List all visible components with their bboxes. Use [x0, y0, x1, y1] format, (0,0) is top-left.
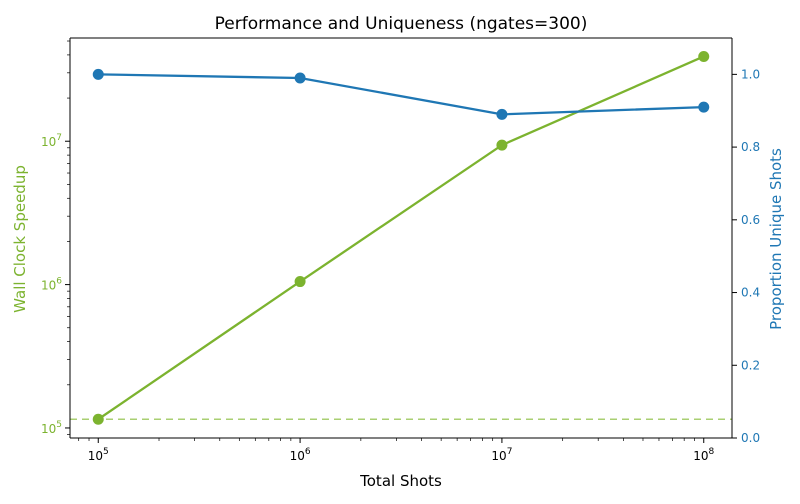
- series-1-point-1: [92, 413, 104, 425]
- y-left-tick-label: 107: [41, 133, 62, 149]
- y-left-axis-label: Wall Clock Speedup: [11, 165, 29, 313]
- series-1-point-4: [698, 50, 710, 62]
- x-tick-label: 106: [290, 447, 311, 463]
- plot-frame: [69, 37, 733, 439]
- y-right-tick-label: 0.6: [741, 213, 760, 227]
- series-2-point-2: [294, 72, 306, 84]
- series-2-point-4: [698, 101, 710, 113]
- series-1-point-3: [496, 139, 508, 151]
- y-right-tick-label: 0.0: [741, 431, 760, 445]
- series-group: [92, 50, 710, 425]
- y-left-tick-label: 105: [41, 420, 62, 436]
- x-tick-label: 108: [693, 447, 714, 463]
- chart-title: Performance and Uniqueness (ngates=300): [215, 14, 588, 34]
- y-right-tick-label: 0.8: [741, 140, 760, 154]
- y-left-tick-label: 106: [41, 277, 62, 293]
- y-right-axis-ticks: 0.0 0.2 0.4 0.6 0.8 1.0: [732, 67, 760, 445]
- x-axis-label: Total Shots: [359, 472, 442, 490]
- x-tick-label: 107: [491, 447, 512, 463]
- y-right-axis-label: Proportion Unique Shots: [767, 148, 785, 330]
- y-right-tick-label: 0.2: [741, 358, 760, 372]
- series-line-2: [98, 73, 704, 116]
- series-2-point-3: [496, 108, 508, 120]
- y-right-tick-label: 0.4: [741, 286, 760, 300]
- x-axis-ticks: 105 106 107 108: [78, 438, 715, 463]
- series-1-point-2: [294, 276, 306, 288]
- y-right-tick-label: 1.0: [741, 67, 760, 81]
- x-tick-label: 105: [88, 447, 109, 463]
- series-2-point-1: [92, 68, 104, 80]
- y-left-axis-ticks: 105 106 107: [41, 40, 70, 436]
- series-line-1: [97, 55, 705, 421]
